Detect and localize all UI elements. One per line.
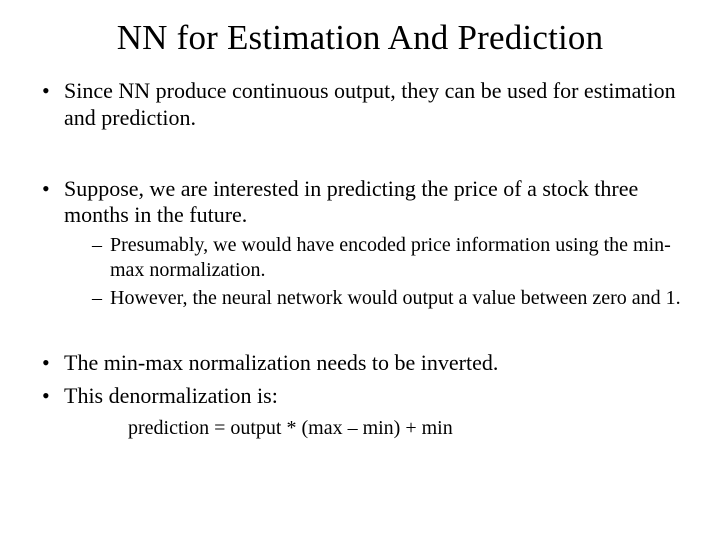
bullet-3: The min-max normalization needs to be in…: [42, 350, 686, 377]
bullet-4-text: This denormalization is:: [64, 383, 278, 408]
sub-bullet-1-text: Presumably, we would have encoded price …: [110, 234, 671, 280]
sub-bullet-list: Presumably, we would have encoded price …: [64, 233, 686, 310]
spacer: [34, 316, 686, 350]
bullet-list-2: Suppose, we are interested in predicting…: [34, 176, 686, 311]
bullet-2-text: Suppose, we are interested in predicting…: [64, 176, 638, 228]
bullet-list: Since NN produce continuous output, they…: [34, 78, 686, 132]
bullet-3-text: The min-max normalization needs to be in…: [64, 350, 498, 375]
sub-bullet-2-text: However, the neural network would output…: [110, 287, 681, 309]
sub-bullet-2: However, the neural network would output…: [92, 286, 686, 310]
sub-bullet-1: Presumably, we would have encoded price …: [92, 233, 686, 282]
slide-title: NN for Estimation And Prediction: [34, 18, 686, 58]
formula-line: prediction = output * (max – min) + min: [128, 416, 686, 440]
bullet-2: Suppose, we are interested in predicting…: [42, 176, 686, 311]
bullet-1: Since NN produce continuous output, they…: [42, 78, 686, 132]
bullet-4: This denormalization is:: [42, 383, 686, 410]
spacer: [34, 138, 686, 176]
slide: NN for Estimation And Prediction Since N…: [0, 0, 720, 540]
bullet-1-text: Since NN produce continuous output, they…: [64, 78, 676, 130]
bullet-list-3: The min-max normalization needs to be in…: [34, 350, 686, 410]
